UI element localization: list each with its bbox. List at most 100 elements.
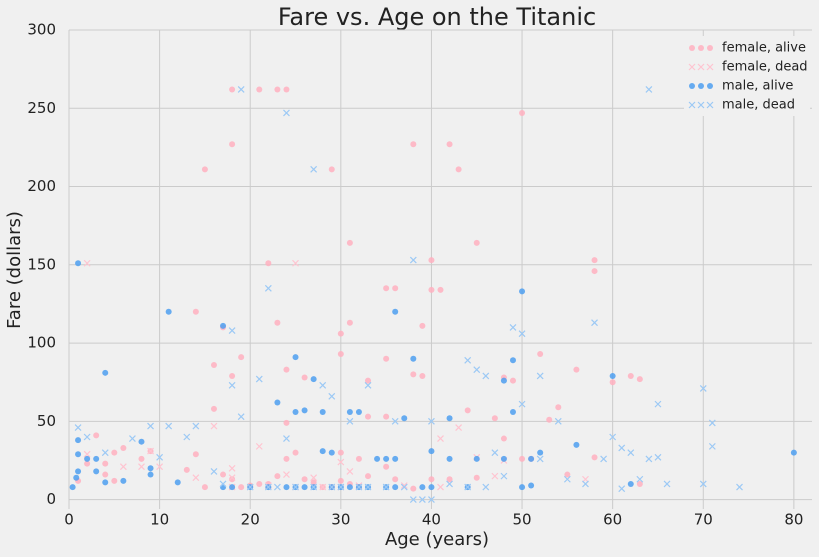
point	[491, 415, 498, 422]
point	[301, 484, 308, 491]
point	[528, 482, 535, 489]
point	[699, 480, 707, 488]
point	[573, 441, 580, 448]
point	[264, 483, 272, 491]
point	[83, 450, 91, 458]
legend-marker	[688, 63, 696, 71]
point	[600, 455, 608, 463]
point	[564, 471, 571, 478]
x-tick-label: 0	[64, 511, 74, 529]
point	[636, 475, 644, 483]
point	[337, 477, 344, 484]
point	[618, 485, 626, 493]
point	[536, 455, 544, 463]
point	[274, 86, 281, 93]
point	[446, 415, 453, 422]
point	[519, 484, 526, 491]
point	[83, 259, 91, 267]
point	[238, 354, 245, 361]
chart-title: Fare vs. Age on the Titanic	[278, 3, 596, 31]
y-tick-label: 100	[27, 334, 56, 352]
legend-marker	[697, 101, 705, 109]
point	[283, 109, 290, 117]
point	[364, 381, 372, 389]
legend-label: female, dead	[722, 60, 808, 75]
point	[111, 477, 118, 484]
point	[74, 424, 82, 432]
point	[283, 435, 290, 442]
point	[446, 455, 453, 462]
point	[292, 408, 299, 415]
point	[573, 366, 580, 373]
legend-marker	[698, 83, 704, 89]
y-axis-label: Fare (dollars)	[4, 211, 25, 329]
point	[229, 372, 236, 379]
point	[120, 444, 127, 451]
point	[391, 417, 399, 425]
point	[301, 407, 308, 414]
point	[192, 451, 199, 458]
point	[220, 484, 227, 491]
point	[473, 474, 480, 481]
point	[428, 476, 435, 483]
point	[229, 476, 236, 483]
legend-marker	[698, 45, 704, 51]
point	[102, 369, 109, 376]
point	[518, 400, 526, 408]
point	[627, 449, 635, 457]
legend-marker	[688, 101, 696, 109]
point	[536, 372, 544, 380]
point	[383, 355, 390, 362]
point	[410, 371, 417, 378]
point	[591, 257, 598, 264]
point	[418, 496, 426, 504]
point	[528, 455, 535, 462]
point	[509, 323, 517, 331]
point	[201, 166, 208, 173]
point	[428, 496, 435, 504]
legend-label: male, alive	[722, 79, 793, 94]
y-tick-label: 150	[27, 255, 56, 273]
point	[220, 322, 227, 329]
point	[219, 480, 227, 488]
point	[156, 453, 164, 461]
point	[75, 451, 82, 458]
legend-marker	[706, 63, 714, 71]
point	[346, 468, 354, 475]
point	[365, 473, 372, 480]
point	[383, 455, 390, 462]
point	[446, 141, 453, 148]
point	[310, 479, 317, 486]
point	[228, 464, 236, 472]
point	[274, 399, 281, 406]
point	[75, 260, 82, 267]
point	[273, 483, 281, 491]
point	[392, 476, 399, 483]
point	[519, 288, 526, 295]
point	[419, 372, 426, 379]
point	[365, 377, 372, 384]
legend-marker	[707, 45, 713, 51]
point	[419, 484, 426, 491]
point	[75, 437, 82, 444]
point	[654, 400, 662, 408]
x-tick-label: 20	[241, 511, 260, 529]
point	[519, 109, 526, 116]
point	[409, 256, 417, 264]
legend-marker	[689, 83, 695, 89]
point	[119, 463, 127, 471]
point	[292, 354, 299, 361]
legend-marker	[697, 63, 705, 71]
point	[283, 484, 290, 491]
x-tick-label: 60	[603, 511, 622, 529]
point	[400, 482, 408, 489]
y-tick-label: 200	[27, 177, 56, 195]
point	[328, 392, 336, 400]
point	[500, 472, 508, 480]
point	[355, 455, 362, 462]
point	[654, 453, 662, 461]
point	[102, 479, 109, 486]
legend-marker	[689, 45, 695, 51]
